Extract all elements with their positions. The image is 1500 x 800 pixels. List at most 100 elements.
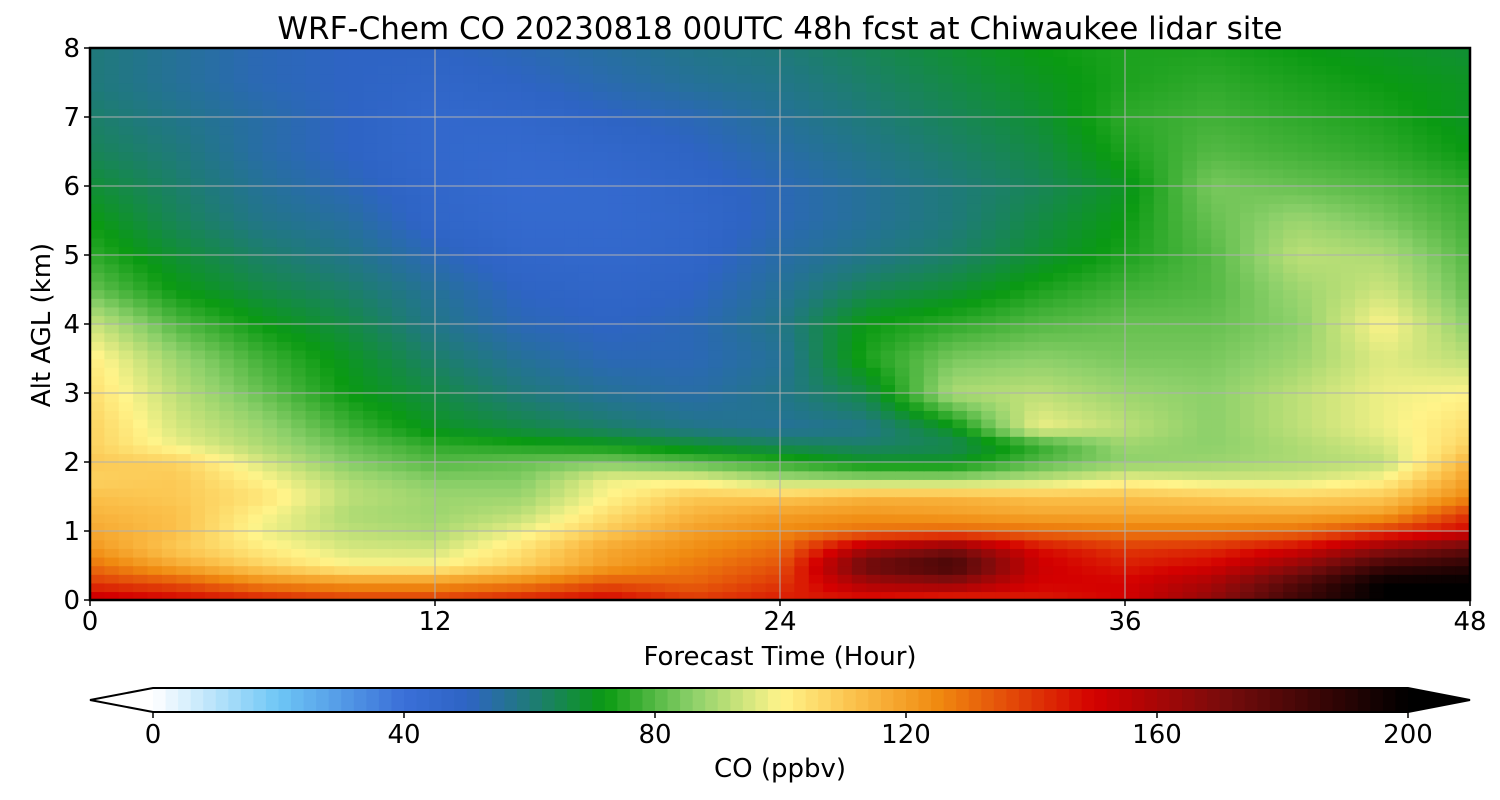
heatmap-cell: [1426, 505, 1442, 515]
heatmap-cell: [823, 194, 839, 204]
heatmap-cell: [895, 298, 911, 308]
heatmap-cell: [909, 246, 925, 256]
heatmap-cell: [736, 324, 752, 334]
heatmap-cell: [348, 280, 364, 291]
heatmap-cell: [578, 444, 594, 455]
heatmap-cell: [952, 453, 968, 463]
heatmap-cell: [262, 341, 278, 351]
heatmap-cell: [938, 229, 954, 239]
heatmap-cell: [1268, 565, 1284, 575]
heatmap-cell: [1441, 556, 1457, 567]
heatmap-cell: [794, 211, 810, 222]
heatmap-cell: [765, 332, 781, 342]
heatmap-cell: [420, 548, 436, 558]
heatmap-cell: [463, 341, 479, 351]
heatmap-cell: [334, 341, 350, 351]
heatmap-cell: [837, 315, 853, 325]
heatmap-cell: [435, 358, 451, 368]
heatmap-cell: [621, 151, 637, 161]
heatmap-cell: [736, 522, 752, 532]
heatmap-cell: [291, 211, 307, 222]
heatmap-cell: [1096, 280, 1112, 291]
heatmap-cell: [1067, 315, 1083, 325]
heatmap-cell: [550, 280, 566, 291]
heatmap-cell: [981, 272, 997, 282]
heatmap-cell: [320, 574, 336, 584]
heatmap-cell: [938, 522, 954, 532]
heatmap-cell: [233, 186, 249, 196]
heatmap-cell: [621, 341, 637, 351]
heatmap-cell: [1268, 401, 1284, 411]
heatmap-cell: [866, 565, 882, 575]
heatmap-cell: [1355, 522, 1371, 532]
heatmap-cell: [90, 367, 106, 377]
heatmap-cell: [248, 384, 264, 394]
heatmap-cell: [391, 574, 407, 584]
heatmap-cell: [104, 444, 120, 455]
heatmap-cell: [1426, 565, 1442, 575]
heatmap-cell: [837, 591, 853, 601]
heatmap-cell: [492, 315, 508, 325]
heatmap-cell: [938, 384, 954, 394]
heatmap-cell: [1412, 177, 1428, 187]
heatmap-cell: [751, 548, 767, 558]
heatmap-cell: [176, 375, 192, 386]
heatmap-cell: [161, 582, 177, 593]
heatmap-cell: [1412, 186, 1428, 196]
heatmap-cell: [736, 470, 752, 480]
heatmap-cell: [1182, 229, 1198, 239]
heatmap-cell: [348, 479, 364, 489]
heatmap-cell: [1225, 306, 1241, 317]
heatmap-cell: [190, 565, 206, 575]
heatmap-cell: [1283, 349, 1299, 360]
heatmap-cell: [794, 479, 810, 489]
heatmap-cell: [1240, 272, 1256, 282]
heatmap-cell: [449, 263, 465, 273]
heatmap-cell: [161, 211, 177, 222]
heatmap-cell: [621, 289, 637, 299]
heatmap-cell: [1225, 487, 1241, 498]
heatmap-cell: [736, 565, 752, 575]
heatmap-cell: [665, 453, 681, 463]
heatmap-cell: [722, 470, 738, 480]
heatmap-cell: [1254, 315, 1270, 325]
heatmap-cell: [693, 539, 709, 549]
heatmap-cell: [535, 263, 551, 273]
heatmap-cell: [262, 168, 278, 179]
heatmap-cell: [722, 375, 738, 386]
heatmap-cell: [1297, 582, 1313, 593]
heatmap-cell: [880, 591, 896, 601]
heatmap-cell: [1455, 358, 1471, 368]
heatmap-cell: [334, 487, 350, 498]
heatmap-cell: [837, 298, 853, 308]
heatmap-cell: [1196, 539, 1212, 549]
heatmap-cell: [104, 531, 120, 541]
heatmap-cell: [363, 211, 379, 222]
heatmap-cell: [334, 358, 350, 368]
heatmap-cell: [262, 220, 278, 230]
heatmap-cell: [650, 401, 666, 411]
heatmap-cell: [1254, 539, 1270, 549]
heatmap-cell: [1067, 349, 1083, 360]
heatmap-cell: [1168, 332, 1184, 342]
heatmap-cell: [1038, 462, 1054, 472]
heatmap-cell: [205, 522, 221, 532]
heatmap-cell: [736, 160, 752, 170]
heatmap-cell: [621, 393, 637, 403]
heatmap-cell: [449, 427, 465, 437]
heatmap-cell: [1211, 410, 1227, 420]
heatmap-cell: [435, 505, 451, 515]
heatmap-cell: [966, 539, 982, 549]
heatmap-cell: [1139, 556, 1155, 567]
heatmap-cell: [506, 220, 522, 230]
heatmap-cell: [1355, 556, 1371, 567]
heatmap-cell: [593, 298, 609, 308]
heatmap-cell: [1283, 229, 1299, 239]
heatmap-cell: [593, 531, 609, 541]
heatmap-cell: [794, 263, 810, 273]
heatmap-cell: [1139, 315, 1155, 325]
heatmap-cell: [866, 505, 882, 515]
heatmap-cell: [276, 410, 292, 420]
heatmap-cell: [1125, 177, 1141, 187]
heatmap-cell: [377, 203, 393, 213]
